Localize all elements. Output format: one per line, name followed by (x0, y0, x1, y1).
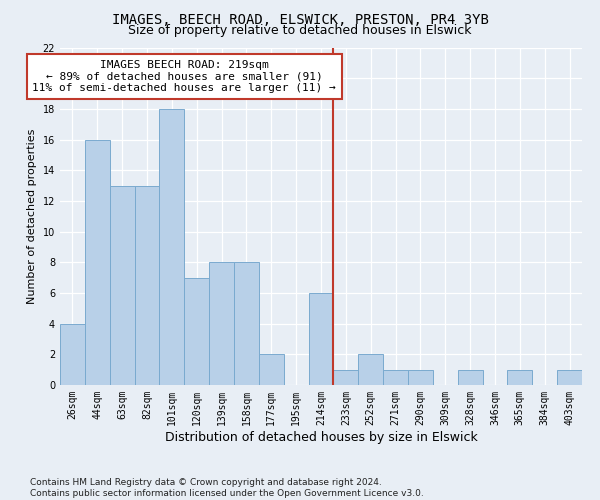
Bar (508, 370, 532, 385)
Text: IMAGES BEECH ROAD: 219sqm
← 89% of detached houses are smaller (91)
11% of semi-: IMAGES BEECH ROAD: 219sqm ← 89% of detac… (32, 60, 336, 93)
Bar (334, 370, 358, 385)
Y-axis label: Number of detached properties: Number of detached properties (27, 128, 37, 304)
X-axis label: Distribution of detached houses by size in Elswick: Distribution of detached houses by size … (164, 430, 478, 444)
Bar (408, 370, 433, 385)
Bar (358, 354, 383, 385)
Bar (557, 370, 582, 385)
Bar (60, 324, 85, 385)
Bar (209, 262, 234, 385)
Bar (85, 140, 110, 385)
Bar (234, 262, 259, 385)
Bar (110, 186, 134, 385)
Bar (458, 370, 482, 385)
Bar (308, 293, 334, 385)
Text: IMAGES, BEECH ROAD, ELSWICK, PRESTON, PR4 3YB: IMAGES, BEECH ROAD, ELSWICK, PRESTON, PR… (112, 12, 488, 26)
Bar (184, 278, 209, 385)
Text: Contains HM Land Registry data © Crown copyright and database right 2024.
Contai: Contains HM Land Registry data © Crown c… (30, 478, 424, 498)
Bar (134, 186, 160, 385)
Bar (160, 109, 184, 385)
Bar (383, 370, 408, 385)
Text: Size of property relative to detached houses in Elswick: Size of property relative to detached ho… (128, 24, 472, 37)
Bar (259, 354, 284, 385)
